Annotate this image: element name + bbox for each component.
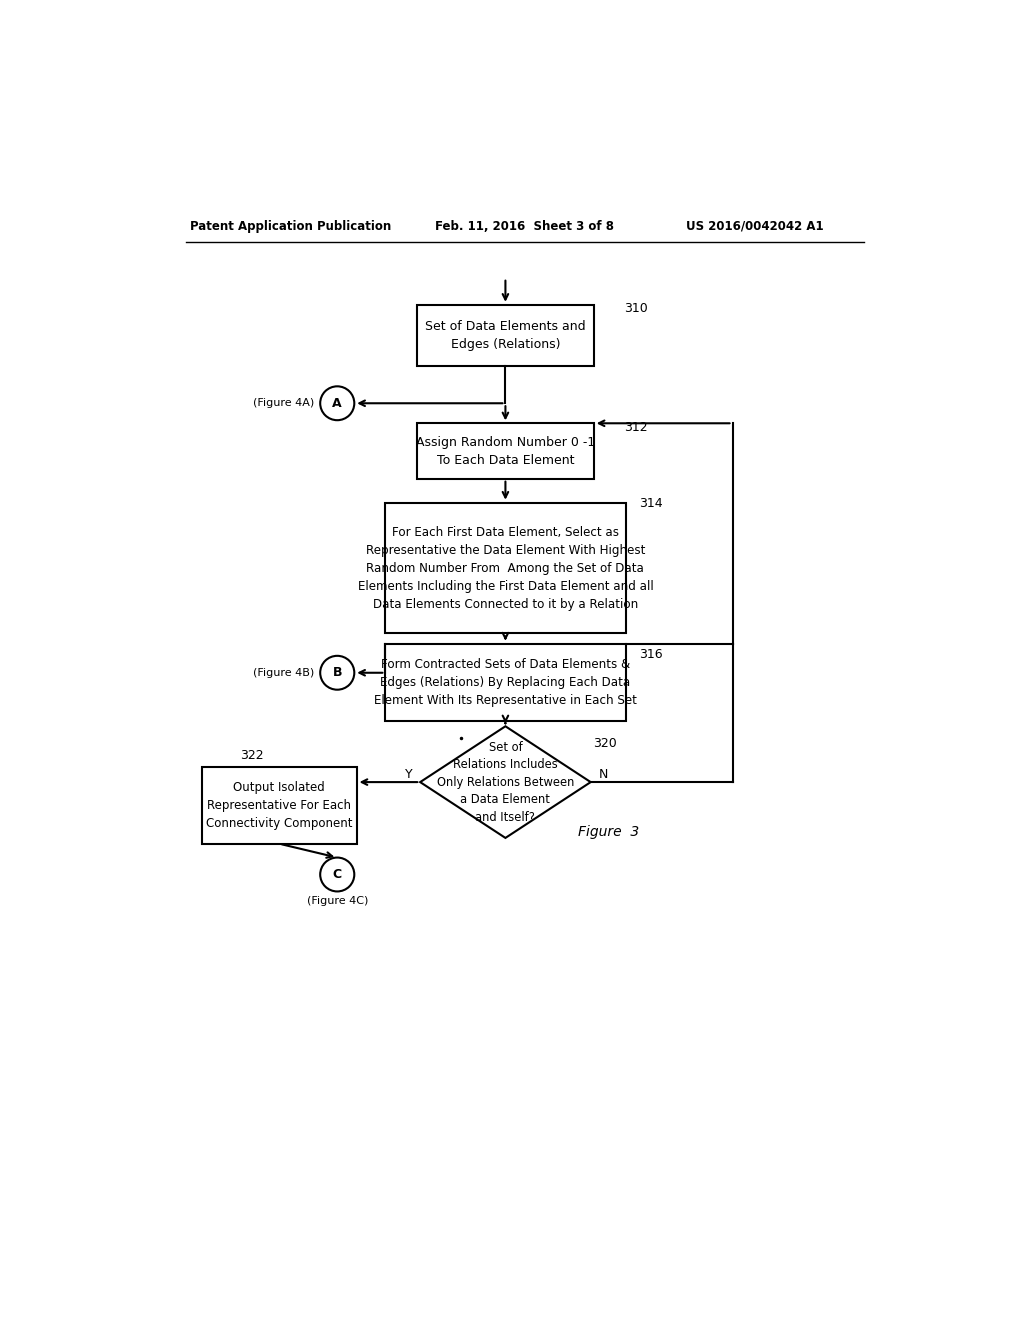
Text: A: A bbox=[333, 397, 342, 409]
Text: Set of
Relations Includes
Only Relations Between
a Data Element
and Itself?: Set of Relations Includes Only Relations… bbox=[437, 741, 574, 824]
Text: 310: 310 bbox=[624, 302, 648, 315]
Text: (Figure 4A): (Figure 4A) bbox=[253, 399, 314, 408]
Text: 322: 322 bbox=[241, 748, 264, 762]
Text: Figure  3: Figure 3 bbox=[578, 825, 639, 840]
Circle shape bbox=[321, 656, 354, 690]
Text: US 2016/0042042 A1: US 2016/0042042 A1 bbox=[686, 219, 823, 232]
Text: N: N bbox=[598, 768, 608, 781]
Text: B: B bbox=[333, 667, 342, 680]
Text: Assign Random Number 0 -1
To Each Data Element: Assign Random Number 0 -1 To Each Data E… bbox=[416, 436, 595, 466]
Polygon shape bbox=[420, 726, 591, 838]
Text: Output Isolated
Representative For Each
Connectivity Component: Output Isolated Representative For Each … bbox=[206, 780, 352, 830]
FancyBboxPatch shape bbox=[417, 305, 594, 367]
Text: Y: Y bbox=[404, 768, 413, 781]
Circle shape bbox=[321, 858, 354, 891]
Text: 316: 316 bbox=[640, 648, 664, 661]
Text: Set of Data Elements and
Edges (Relations): Set of Data Elements and Edges (Relation… bbox=[425, 319, 586, 351]
Text: 314: 314 bbox=[640, 496, 664, 510]
Text: Patent Application Publication: Patent Application Publication bbox=[190, 219, 391, 232]
FancyBboxPatch shape bbox=[417, 424, 594, 479]
Text: C: C bbox=[333, 869, 342, 880]
Text: (Figure 4C): (Figure 4C) bbox=[306, 896, 368, 906]
FancyBboxPatch shape bbox=[202, 767, 356, 843]
Text: Form Contracted Sets of Data Elements &
Edges (Relations) By Replacing Each Data: Form Contracted Sets of Data Elements & … bbox=[374, 657, 637, 706]
Text: 312: 312 bbox=[624, 421, 647, 434]
Text: Feb. 11, 2016  Sheet 3 of 8: Feb. 11, 2016 Sheet 3 of 8 bbox=[435, 219, 614, 232]
Circle shape bbox=[321, 387, 354, 420]
Text: (Figure 4B): (Figure 4B) bbox=[253, 668, 314, 677]
Text: For Each First Data Element, Select as
Representative the Data Element With High: For Each First Data Element, Select as R… bbox=[357, 525, 653, 611]
Text: 320: 320 bbox=[593, 737, 616, 750]
FancyBboxPatch shape bbox=[385, 503, 626, 634]
FancyBboxPatch shape bbox=[385, 644, 626, 721]
